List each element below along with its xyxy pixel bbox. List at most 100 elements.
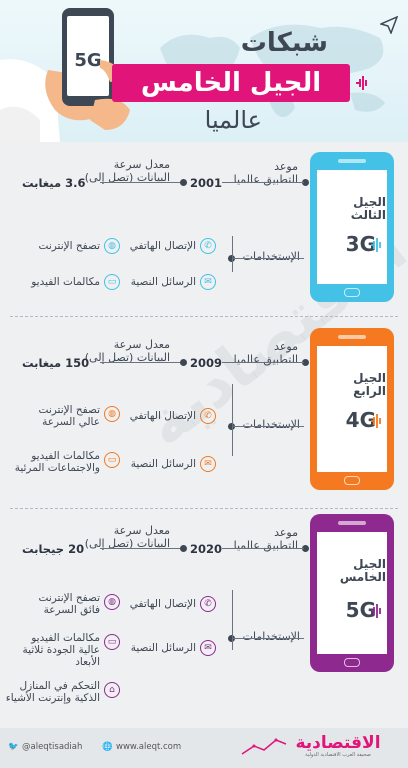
phone-speaker — [338, 335, 366, 339]
use-item: الإتصال الهاتفي — [129, 410, 196, 422]
use-item: التحكم في المنازل الذكية وإنترنت الأشياء — [5, 680, 100, 704]
uses-label: الإستخدامات — [242, 418, 300, 431]
connector-line — [232, 638, 304, 639]
envelope-icon: ✉ — [200, 274, 216, 290]
phone-speaker — [338, 159, 366, 163]
globe-icon: ◍ — [104, 238, 120, 254]
uses-label: الإستخدامات — [242, 250, 300, 263]
data-rate-label: معدل سرعة البيانات (تصل إلى) — [84, 158, 170, 184]
connector-dot — [228, 635, 235, 642]
data-rate-value: 3.6 ميغابت — [22, 176, 86, 190]
generation-section-5g: الجيل الخامس 5G موعد التطبيق عالميا 2020 م… — [0, 510, 408, 728]
generation-section-4g: الجيل الرابع 4G موعد التطبيق عالميا 2009 م… — [0, 318, 408, 508]
paper-plane-icon — [380, 16, 398, 34]
title-line-2: الجيل الخامس — [140, 68, 322, 98]
twitter-handle: @aleqtisadiah — [22, 742, 83, 752]
uses-label: الإستخدامات — [242, 630, 300, 643]
connector-line — [222, 362, 304, 363]
connector-dot — [180, 545, 187, 552]
generation-name: الجيل الخامس — [339, 557, 386, 584]
generation-name: الجيل الثالث — [350, 195, 386, 222]
use-item: الرسائل النصية — [130, 458, 196, 470]
connector-line — [100, 362, 184, 363]
phone-home-button — [344, 288, 360, 297]
use-item: الرسائل النصية — [130, 642, 196, 654]
launch-year: 2020 — [190, 542, 223, 556]
envelope-icon: ✉ — [200, 640, 216, 656]
phone-graphic: الجيل الرابع 4G — [310, 328, 394, 490]
generation-section-3g: الجيل الثالث 3G موعد التطبيق عالميا 2001 م… — [0, 142, 408, 316]
connector-dot — [302, 545, 309, 552]
data-rate-label: معدل سرعة البيانات (تصل إلى) — [84, 338, 170, 364]
launch-year: 2001 — [190, 176, 223, 190]
phone-icon: ✆ — [200, 238, 216, 254]
connector-line — [222, 548, 304, 549]
connector-dot — [228, 255, 235, 262]
phone-home-button — [344, 476, 360, 485]
connector-dot — [228, 423, 235, 430]
launch-year: 2009 — [190, 356, 223, 370]
hands-holding-phone-illustration: 5G — [0, 8, 130, 142]
growth-chart-icon — [241, 738, 287, 755]
data-rate-label: معدل سرعة البيانات (تصل إلى) — [84, 524, 170, 550]
header: 5G شبكات الجيل الخامس عالميا — [0, 0, 408, 142]
section-divider — [10, 316, 398, 317]
globe-icon: ◍ — [104, 406, 120, 422]
brand-subtitle: صحيفة العرب الاقتصادية الدولية — [305, 752, 371, 758]
globe-icon: ◍ — [104, 594, 120, 610]
signal-wave-icon — [356, 76, 367, 90]
generation-code: 4G — [345, 408, 376, 432]
phone-icon: ✆ — [200, 408, 216, 424]
generation-name: الجيل الرابع — [353, 371, 386, 398]
use-item: تصفح الإنترنت — [38, 240, 100, 252]
generation-code: 5G — [345, 598, 376, 622]
connector-line — [232, 426, 304, 427]
section-divider — [10, 508, 398, 509]
brand-name: الاقتصادية — [295, 733, 381, 753]
connector-line — [222, 182, 304, 183]
signal-wave-icon — [371, 238, 381, 252]
connector-dot — [180, 179, 187, 186]
use-item: الرسائل النصية — [130, 276, 196, 288]
use-item: مكالمات الفيديو — [31, 276, 100, 288]
phone-screen — [317, 532, 387, 654]
bracket-line — [232, 384, 233, 456]
phone-graphic: الجيل الخامس 5G — [310, 514, 394, 672]
connector-dot — [302, 179, 309, 186]
data-rate-value: 150 ميغابت — [22, 356, 90, 370]
phone-home-button — [344, 658, 360, 667]
use-item: تصفح الإنترنت فائق السرعة — [38, 592, 100, 616]
video-icon: ▭ — [104, 274, 120, 290]
phone-screen — [317, 170, 387, 284]
bracket-line — [232, 590, 233, 650]
twitter-icon: 🐦 — [8, 742, 19, 752]
phone-graphic: الجيل الثالث 3G — [310, 152, 394, 302]
use-item: تصفح الإنترنت عالي السرعة — [38, 404, 100, 428]
connector-line — [100, 548, 184, 549]
use-item: مكالمات الفيديو عالية الجودة ثلاثية الأب… — [22, 632, 100, 668]
title-line-3: عالميا — [204, 106, 262, 134]
title-highlight-box: الجيل الخامس — [112, 64, 350, 102]
envelope-icon: ✉ — [200, 456, 216, 472]
globe-icon: 🌐 — [102, 742, 113, 752]
phone-icon: ✆ — [200, 596, 216, 612]
signal-wave-icon — [371, 604, 381, 618]
title-line-1: شبكات — [240, 28, 328, 58]
use-item: الإتصال الهاتفي — [129, 240, 196, 252]
signal-wave-icon — [371, 414, 381, 428]
home-icon: ⌂ — [104, 682, 120, 698]
video-icon: ▭ — [104, 452, 120, 468]
phone-speaker — [338, 521, 366, 525]
phone-5g-label: 5G — [74, 50, 101, 71]
generation-code: 3G — [345, 232, 376, 256]
website-link[interactable]: www.aleqt.com — [116, 742, 182, 752]
phone-screen — [317, 346, 387, 472]
footer: 🐦 @aleqtisadiah 🌐 www.aleqt.com الاقتصاد… — [0, 728, 408, 768]
connector-dot — [180, 359, 187, 366]
connector-line — [100, 182, 184, 183]
video-icon: ▭ — [104, 634, 120, 650]
use-item: مكالمات الفيديو والاجتماعات المرئية — [14, 450, 100, 474]
bracket-line — [232, 236, 233, 272]
brand-logo: الاقتصادية صحيفة العرب الاقتصادية الدولي… — [282, 734, 394, 758]
connector-dot — [302, 359, 309, 366]
